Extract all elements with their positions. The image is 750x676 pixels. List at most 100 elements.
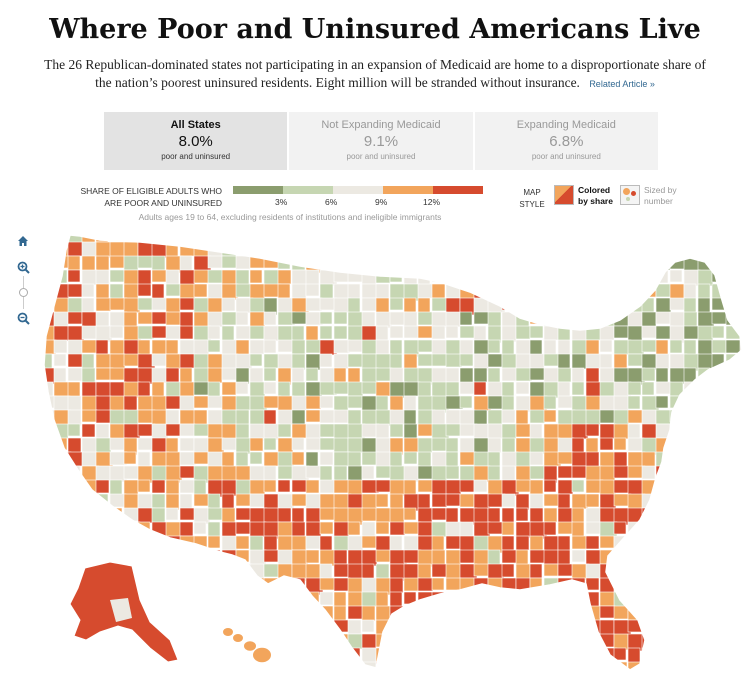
county-cell bbox=[151, 591, 165, 608]
home-icon[interactable] bbox=[14, 232, 32, 250]
county-cell bbox=[249, 451, 263, 465]
county-cell bbox=[123, 647, 141, 664]
county-cell bbox=[473, 241, 488, 259]
county-cell bbox=[179, 437, 195, 452]
tab-all-states[interactable]: All States 8.0% poor and uninsured bbox=[104, 112, 288, 170]
county-cell bbox=[207, 591, 223, 610]
county-cell bbox=[417, 423, 434, 437]
county-cell bbox=[529, 563, 543, 579]
county-cell bbox=[697, 339, 713, 356]
county-cell bbox=[683, 311, 698, 329]
tab-not-expanding[interactable]: Not Expanding Medicaid 9.1% poor and uni… bbox=[289, 112, 473, 170]
county-cell bbox=[361, 269, 377, 285]
county-cell bbox=[543, 549, 559, 565]
county-cell bbox=[249, 479, 266, 495]
county-cell bbox=[515, 479, 533, 493]
county-cell bbox=[585, 255, 600, 271]
county-cell bbox=[417, 283, 435, 299]
county-cell bbox=[361, 353, 379, 370]
county-cell bbox=[711, 563, 725, 577]
county-cell bbox=[739, 619, 742, 635]
county-cell bbox=[655, 577, 674, 592]
county-cell bbox=[277, 521, 295, 537]
county-cell bbox=[501, 325, 517, 343]
county-cell bbox=[445, 605, 461, 622]
county-cell bbox=[613, 241, 630, 257]
county-cell bbox=[179, 591, 194, 607]
county-cell bbox=[571, 339, 588, 356]
county-cell bbox=[711, 297, 730, 311]
county-cell bbox=[669, 451, 685, 469]
county-cell bbox=[263, 591, 282, 608]
county-cell bbox=[137, 367, 154, 385]
county-cell bbox=[305, 479, 320, 494]
county-cell bbox=[711, 255, 729, 272]
county-cell bbox=[557, 521, 574, 535]
county-cell bbox=[683, 283, 697, 301]
county-cell bbox=[123, 661, 142, 670]
county-cell bbox=[501, 493, 516, 508]
county-cell bbox=[557, 241, 573, 256]
county-cell bbox=[53, 619, 68, 636]
county-cell bbox=[347, 521, 361, 536]
county-cell bbox=[627, 241, 644, 258]
related-article-link[interactable]: Related Article » bbox=[589, 79, 655, 89]
county-cell bbox=[263, 507, 281, 524]
county-cell bbox=[711, 493, 725, 511]
county-cell bbox=[305, 605, 321, 621]
county-cell bbox=[711, 437, 729, 456]
style-option-number[interactable]: Sized by number bbox=[620, 185, 684, 207]
county-cell bbox=[697, 479, 713, 493]
county-cell bbox=[487, 633, 502, 648]
county-cell bbox=[515, 619, 531, 636]
county-cell bbox=[389, 521, 406, 536]
county-cell bbox=[389, 283, 407, 300]
zoom-out-icon[interactable] bbox=[14, 309, 32, 327]
county-cell bbox=[375, 395, 389, 413]
zoom-slider[interactable] bbox=[18, 288, 28, 297]
county-cell bbox=[417, 451, 432, 468]
county-cell bbox=[179, 549, 194, 568]
county-cell bbox=[193, 605, 211, 621]
county-cell bbox=[697, 619, 713, 636]
county-cell bbox=[221, 647, 238, 662]
county-cell bbox=[725, 241, 741, 256]
county-cell bbox=[375, 325, 389, 341]
county-cell bbox=[571, 241, 590, 258]
county-cell bbox=[697, 297, 711, 315]
county-cell bbox=[375, 549, 391, 563]
county-cell bbox=[459, 339, 474, 356]
county-cell bbox=[459, 437, 476, 455]
tab-expanding[interactable]: Expanding Medicaid 6.8% poor and uninsur… bbox=[474, 112, 658, 170]
county-cell bbox=[599, 283, 614, 299]
county-cell bbox=[501, 395, 515, 411]
county-cell bbox=[515, 521, 533, 539]
county-cell bbox=[137, 479, 151, 493]
county-cell bbox=[515, 325, 531, 340]
county-cell bbox=[123, 269, 141, 287]
tab-sub: poor and uninsured bbox=[346, 152, 416, 161]
county-cell bbox=[529, 507, 544, 523]
county-cell bbox=[585, 381, 603, 399]
county-cell bbox=[739, 549, 742, 567]
county-cell bbox=[179, 605, 194, 623]
county-cell bbox=[44, 577, 53, 596]
county-cell bbox=[207, 619, 226, 637]
county-cell bbox=[669, 235, 685, 243]
county-cell bbox=[53, 255, 70, 269]
county-cell bbox=[627, 563, 645, 581]
county-cell bbox=[109, 339, 125, 355]
county-cell bbox=[529, 549, 546, 564]
county-cell bbox=[221, 353, 239, 370]
county-cell bbox=[81, 367, 96, 384]
county-cell bbox=[613, 647, 627, 661]
style-option-share[interactable]: Colored by share bbox=[554, 185, 618, 207]
county-cell bbox=[277, 283, 291, 299]
county-cell bbox=[627, 591, 642, 607]
county-cell bbox=[585, 633, 601, 652]
zoom-in-icon[interactable] bbox=[14, 258, 32, 276]
county-cell bbox=[403, 619, 420, 633]
county-cell bbox=[445, 269, 462, 284]
county-cell bbox=[165, 577, 182, 596]
